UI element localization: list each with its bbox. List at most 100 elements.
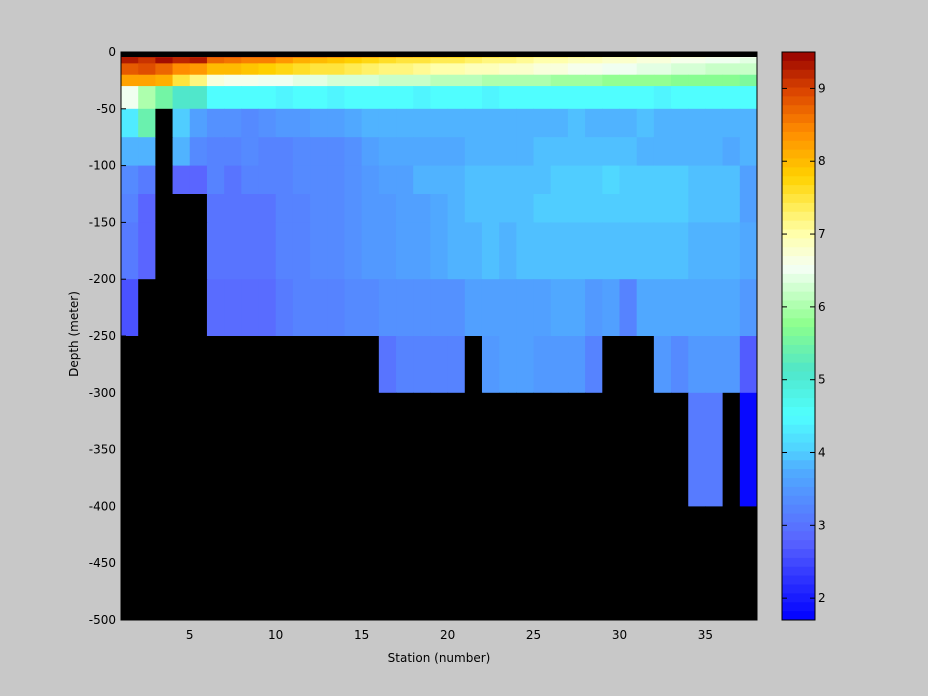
heatmap-cell (327, 137, 345, 167)
heatmap-cell (361, 392, 380, 507)
heatmap-cell (292, 137, 311, 167)
heatmap-cell (258, 137, 277, 167)
heatmap-cell (464, 108, 483, 138)
heatmap-cell (327, 279, 345, 337)
colorbar-swatch (782, 469, 815, 479)
heatmap-cell (688, 222, 706, 280)
heatmap-cell (688, 506, 706, 621)
heatmap-cell (722, 222, 741, 280)
heatmap-cell (241, 336, 260, 394)
heatmap-cell (292, 165, 311, 195)
heatmap-cell (619, 392, 638, 507)
colorbar-swatch (782, 540, 815, 550)
heatmap-cell (602, 63, 620, 76)
heatmap-cell (430, 194, 449, 223)
heatmap-cell (344, 57, 363, 64)
heatmap-cell (481, 165, 500, 195)
heatmap-cell (567, 336, 586, 394)
y-tick-label: -300 (89, 386, 116, 400)
heatmap-cell (344, 194, 363, 223)
heatmap-cell (361, 57, 380, 64)
colorbar-swatch (782, 460, 815, 470)
heatmap-cell (378, 392, 397, 507)
heatmap-cell (206, 279, 225, 337)
heatmap-cell (258, 74, 277, 87)
colorbar-tick-label: 3 (818, 518, 826, 532)
heatmap-cell (705, 336, 724, 394)
heatmap-cell (155, 222, 174, 280)
heatmap-cell (413, 57, 431, 64)
heatmap-cell (155, 279, 174, 337)
heatmap-cell (344, 137, 363, 167)
heatmap-cell (224, 392, 242, 507)
colorbar-swatch (782, 96, 815, 106)
colorbar-swatch (782, 291, 815, 301)
heatmap-cell (361, 165, 380, 195)
heatmap-cell (533, 86, 552, 110)
heatmap-cell (705, 86, 724, 110)
heatmap-cell (705, 506, 724, 621)
colorbar-swatch (782, 407, 815, 417)
heatmap-cell (206, 63, 225, 76)
heatmap-cell (739, 137, 758, 167)
heatmap-cell (739, 222, 758, 280)
heatmap-cell (447, 137, 466, 167)
colorbar-swatch (782, 60, 815, 71)
heatmap-cell (327, 336, 345, 394)
heatmap-cell (292, 108, 311, 138)
heatmap-cell (722, 137, 741, 167)
heatmap-cell (378, 137, 397, 167)
heatmap-cell (413, 165, 431, 195)
heatmap-cell (189, 279, 208, 337)
heatmap-cell (671, 194, 689, 223)
heatmap-cell (138, 108, 156, 138)
heatmap-cell (533, 222, 552, 280)
heatmap-cell (310, 506, 328, 621)
heatmap-cell (550, 137, 569, 167)
heatmap-cell (292, 222, 311, 280)
heatmap-cell (550, 63, 569, 76)
colorbar-swatch (782, 451, 815, 461)
heatmap-cell (499, 74, 517, 87)
heatmap-cell (327, 506, 345, 621)
heatmap-cell (430, 392, 449, 507)
heatmap-cell (275, 279, 294, 337)
colorbar-swatch (782, 575, 815, 585)
heatmap-cell (447, 57, 466, 64)
heatmap-cell (189, 506, 208, 621)
heatmap-cell (585, 392, 603, 507)
heatmap-cell (327, 222, 345, 280)
heatmap-cell (138, 279, 156, 337)
heatmap-cell (619, 137, 638, 167)
heatmap-cell (653, 194, 672, 223)
heatmap-cell (516, 194, 535, 223)
heatmap-cell (705, 63, 724, 76)
heatmap-cell (671, 336, 689, 394)
heatmap-cell (241, 392, 260, 507)
colorbar-swatch (782, 504, 815, 514)
heatmap-cell (671, 222, 689, 280)
heatmap-cell (121, 222, 139, 280)
heatmap-cell (224, 108, 242, 138)
heatmap-cell (585, 108, 603, 138)
heatmap-cell (567, 86, 586, 110)
heatmap-cell (258, 336, 277, 394)
heatmap-cell (344, 336, 363, 394)
heatmap-cell (361, 63, 380, 76)
heatmap-cell (688, 336, 706, 394)
heatmap-cell (567, 506, 586, 621)
heatmap-cell (396, 57, 414, 64)
heatmap-cell (481, 279, 500, 337)
heatmap-cell (241, 222, 260, 280)
x-axis-label: Station (number) (388, 651, 491, 665)
heatmap-cells (121, 52, 758, 621)
heatmap-cell (327, 86, 345, 110)
heatmap-cell (499, 137, 517, 167)
heatmap-cell (378, 74, 397, 87)
heatmap-cell (516, 57, 535, 64)
colorbar-tick-label: 9 (818, 81, 826, 95)
colorbar-swatch (782, 185, 815, 195)
heatmap-cell (155, 86, 174, 110)
heatmap-cell (121, 165, 139, 195)
